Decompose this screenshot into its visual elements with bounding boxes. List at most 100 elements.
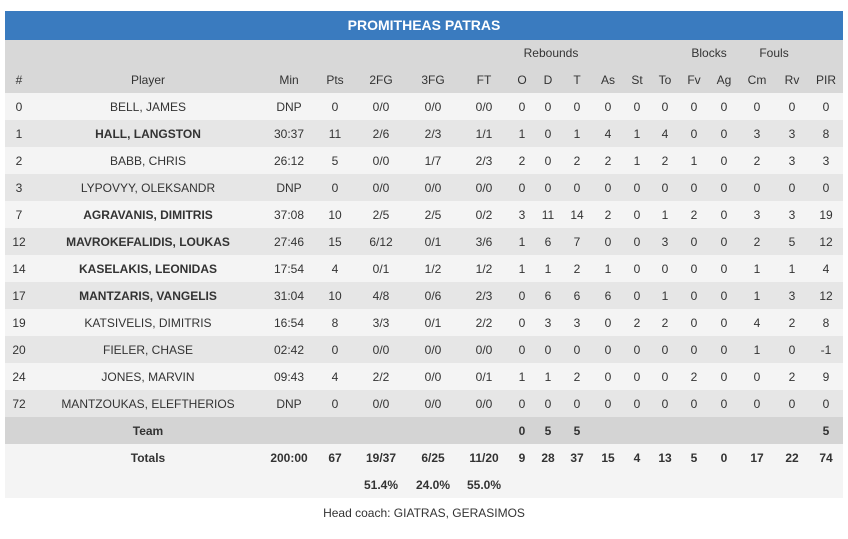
stat-to: 0 <box>651 93 680 120</box>
stat-st: 0 <box>623 93 652 120</box>
stat-fv: 2 <box>679 363 710 390</box>
col-header-player[interactable]: Player <box>33 66 263 93</box>
player-name[interactable]: HALL, LANGSTON <box>33 120 263 147</box>
player-row: 19 KATSIVELIS, DIMITRIS 16:54 8 3/3 0/1 2/2 0 3 3… <box>5 309 844 336</box>
stat-rv: 0 <box>775 336 810 363</box>
stat-pts: 0 <box>315 93 355 120</box>
stat-pts: 10 <box>315 201 355 228</box>
col-header-fouls-committed[interactable]: Cm <box>739 66 776 93</box>
stat-pts: 4 <box>315 363 355 390</box>
stat-fg3: 0/0 <box>407 93 459 120</box>
stat-d: 3 <box>535 309 561 336</box>
col-header-2fg[interactable]: 2FG <box>355 66 407 93</box>
stat-min: 31:04 <box>263 282 315 309</box>
stat-ag: 0 <box>709 309 740 336</box>
stat-min: 30:37 <box>263 120 315 147</box>
team-empty-cell <box>651 417 680 444</box>
totals-row: Totals 200:00 67 19/37 6/25 11/20 9 28 37 15 4 13 5 0… <box>5 444 844 471</box>
totals-cm: 17 <box>739 444 776 471</box>
stat-cm: 1 <box>739 336 776 363</box>
stat-ag: 0 <box>709 255 740 282</box>
group-rebounds: Rebounds <box>509 40 594 66</box>
stat-pts: 8 <box>315 309 355 336</box>
col-header-oreb[interactable]: O <box>509 66 535 93</box>
col-header-assists[interactable]: As <box>593 66 624 93</box>
stat-d: 0 <box>535 120 561 147</box>
player-name[interactable]: BABB, CHRIS <box>33 147 263 174</box>
team-empty-cell <box>315 417 355 444</box>
col-header-pts[interactable]: Pts <box>315 66 355 93</box>
team-empty-cell <box>593 417 624 444</box>
col-header-pir[interactable]: PIR <box>809 66 844 93</box>
player-name[interactable]: FIELER, CHASE <box>33 336 263 363</box>
stat-fg3: 0/1 <box>407 309 459 336</box>
team-empty-cell <box>739 417 776 444</box>
player-name[interactable]: MANTZARIS, VANGELIS <box>33 282 263 309</box>
pct-empty-cell <box>623 471 652 498</box>
stat-pir: 0 <box>809 93 844 120</box>
col-header-fouls-received[interactable]: Rv <box>775 66 810 93</box>
team-empty-cell <box>709 417 740 444</box>
col-header-min[interactable]: Min <box>263 66 315 93</box>
stat-d: 0 <box>535 147 561 174</box>
stat-pts: 0 <box>315 336 355 363</box>
player-name[interactable]: KATSIVELIS, DIMITRIS <box>33 309 263 336</box>
pct-ft: 55.0% <box>459 471 509 498</box>
stat-fg2: 4/8 <box>355 282 407 309</box>
player-name[interactable]: MAVROKEFALIDIS, LOUKAS <box>33 228 263 255</box>
stat-min: 16:54 <box>263 309 315 336</box>
col-header-blocks-favor[interactable]: Fv <box>679 66 710 93</box>
stat-d: 0 <box>535 390 561 417</box>
pct-empty-cell <box>593 471 624 498</box>
stat-min: 09:43 <box>263 363 315 390</box>
col-header-num[interactable]: # <box>5 66 33 93</box>
stat-ft: 2/2 <box>459 309 509 336</box>
stat-fg3: 1/7 <box>407 147 459 174</box>
stat-to: 3 <box>651 228 680 255</box>
col-header-3fg[interactable]: 3FG <box>407 66 459 93</box>
stat-d: 0 <box>535 93 561 120</box>
stat-fg3: 0/0 <box>407 336 459 363</box>
stat-ft: 0/2 <box>459 201 509 228</box>
player-name[interactable]: BELL, JAMES <box>33 93 263 120</box>
stat-pts: 0 <box>315 174 355 201</box>
totals-fg3: 6/25 <box>407 444 459 471</box>
col-header-ft[interactable]: FT <box>459 66 509 93</box>
stat-as: 0 <box>593 309 624 336</box>
stat-num: 7 <box>5 201 33 228</box>
col-header-blocks-against[interactable]: Ag <box>709 66 740 93</box>
player-row: 24 JONES, MARVIN 09:43 4 2/2 0/0 0/1 1 1 2 0 0 0 2 0 0 2… <box>5 363 844 390</box>
stat-cm: 0 <box>739 390 776 417</box>
pct-empty-cell <box>263 471 315 498</box>
totals-min: 200:00 <box>263 444 315 471</box>
col-header-steals[interactable]: St <box>623 66 652 93</box>
stat-as: 0 <box>593 93 624 120</box>
stat-fg2: 0/0 <box>355 174 407 201</box>
stat-pir: 8 <box>809 120 844 147</box>
stat-pir: 8 <box>809 309 844 336</box>
team-d: 5 <box>535 417 561 444</box>
player-row: 2 BABB, CHRIS 26:12 5 0/0 1/7 2/3 2 0 2 2 1 2 1 0 2 3 3 <box>5 147 844 174</box>
totals-fg2: 19/37 <box>355 444 407 471</box>
stat-cm: 0 <box>739 363 776 390</box>
player-row: 72 MANTZOUKAS, ELEFTHERIOS DNP 0 0/0 0/0 0/0 0 0… <box>5 390 844 417</box>
pct-empty-cell <box>775 471 810 498</box>
stat-fv: 0 <box>679 228 710 255</box>
player-name[interactable]: KASELAKIS, LEONIDAS <box>33 255 263 282</box>
stat-fv: 0 <box>679 336 710 363</box>
player-name[interactable]: AGRAVANIS, DIMITRIS <box>33 201 263 228</box>
col-header-turnovers[interactable]: To <box>651 66 680 93</box>
team-row: Team 0 5 5 5 <box>5 417 844 444</box>
col-header-treb[interactable]: T <box>561 66 594 93</box>
stat-num: 72 <box>5 390 33 417</box>
stat-pts: 15 <box>315 228 355 255</box>
stat-rv: 0 <box>775 93 810 120</box>
stat-rv: 0 <box>775 390 810 417</box>
stat-num: 12 <box>5 228 33 255</box>
player-name[interactable]: MANTZOUKAS, ELEFTHERIOS <box>33 390 263 417</box>
stat-ag: 0 <box>709 363 740 390</box>
player-name[interactable]: JONES, MARVIN <box>33 363 263 390</box>
player-name[interactable]: LYPOVYY, OLEKSANDR <box>33 174 263 201</box>
stat-as: 4 <box>593 120 624 147</box>
col-header-dreb[interactable]: D <box>535 66 561 93</box>
